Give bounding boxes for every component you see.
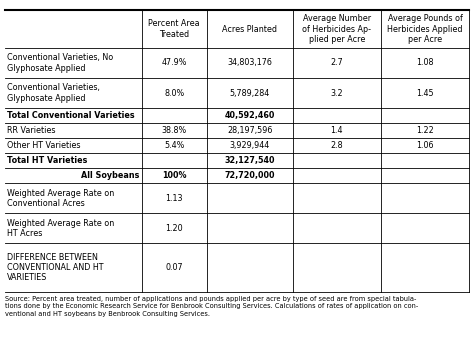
Text: All Soybeans: All Soybeans xyxy=(81,171,139,180)
Text: Weighted Average Rate on
HT Acres: Weighted Average Rate on HT Acres xyxy=(7,219,114,238)
Text: Other HT Varieties: Other HT Varieties xyxy=(7,141,80,150)
Text: 32,127,540: 32,127,540 xyxy=(225,156,275,165)
Text: 2.7: 2.7 xyxy=(330,58,343,68)
Text: 1.4: 1.4 xyxy=(331,126,343,135)
Text: 0.07: 0.07 xyxy=(165,263,183,272)
Text: 100%: 100% xyxy=(162,171,187,180)
Text: Conventional Varieties, No
Glyphosate Applied: Conventional Varieties, No Glyphosate Ap… xyxy=(7,53,113,73)
Text: Average Pounds of
Herbicides Applied
per Acre: Average Pounds of Herbicides Applied per… xyxy=(387,14,463,44)
Text: 3.2: 3.2 xyxy=(330,89,343,98)
Text: 28,197,596: 28,197,596 xyxy=(227,126,273,135)
Text: 1.06: 1.06 xyxy=(416,141,434,150)
Text: Percent Area
Treated: Percent Area Treated xyxy=(148,19,200,39)
Text: Conventional Varieties,
Glyphosate Applied: Conventional Varieties, Glyphosate Appli… xyxy=(7,83,100,103)
Text: Total Conventional Varieties: Total Conventional Varieties xyxy=(7,111,134,120)
Text: 2.8: 2.8 xyxy=(330,141,343,150)
Text: 34,803,176: 34,803,176 xyxy=(228,58,272,68)
Text: Weighted Average Rate on
Conventional Acres: Weighted Average Rate on Conventional Ac… xyxy=(7,189,114,208)
Text: 5.4%: 5.4% xyxy=(164,141,184,150)
Text: 1.13: 1.13 xyxy=(165,194,183,203)
Text: 40,592,460: 40,592,460 xyxy=(225,111,275,120)
Text: 47.9%: 47.9% xyxy=(162,58,187,68)
Text: 3,929,944: 3,929,944 xyxy=(229,141,270,150)
Text: 38.8%: 38.8% xyxy=(162,126,187,135)
Text: 72,720,000: 72,720,000 xyxy=(225,171,275,180)
Text: Source: Percent area treated, number of applications and pounds applied per acre: Source: Percent area treated, number of … xyxy=(5,296,418,317)
Text: Total HT Varieties: Total HT Varieties xyxy=(7,156,87,165)
Text: 1.08: 1.08 xyxy=(416,58,434,68)
Text: 1.22: 1.22 xyxy=(416,126,434,135)
Text: RR Varieties: RR Varieties xyxy=(7,126,55,135)
Text: Acres Planted: Acres Planted xyxy=(222,24,277,34)
Text: Average Number
of Herbicides Ap-
plied per Acre: Average Number of Herbicides Ap- plied p… xyxy=(302,14,371,44)
Text: 5,789,284: 5,789,284 xyxy=(229,89,270,98)
Text: 1.45: 1.45 xyxy=(416,89,434,98)
Text: 1.20: 1.20 xyxy=(165,224,183,233)
Text: 8.0%: 8.0% xyxy=(164,89,184,98)
Text: DIFFERENCE BETWEEN
CONVENTIONAL AND HT
VARIETIES: DIFFERENCE BETWEEN CONVENTIONAL AND HT V… xyxy=(7,253,103,282)
